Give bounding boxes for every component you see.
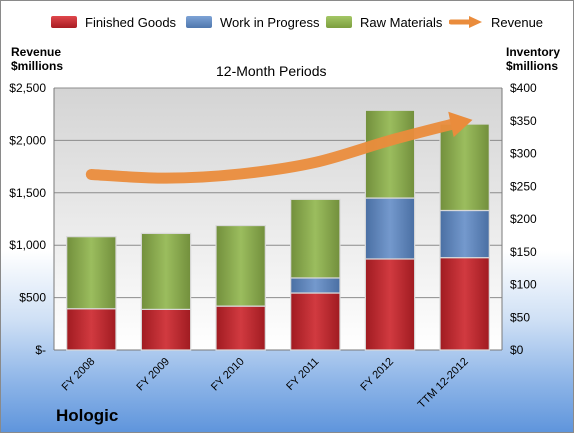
x-tick-label: TTM 12-2012 <box>416 356 471 411</box>
right-tick-label: $100 <box>510 278 537 292</box>
right-axis-title-line-2: $millions <box>506 59 559 73</box>
revenue-line <box>85 119 457 184</box>
bar-finished-goods <box>140 308 192 351</box>
legend-label-work-in-progress: Work in Progress <box>220 15 320 30</box>
bar-raw-materials <box>439 123 490 212</box>
bar-finished-goods <box>439 257 490 351</box>
right-tick-label: $350 <box>510 114 537 128</box>
left-tick-label: $- <box>35 343 46 357</box>
legend-swatch-work-in-progress <box>186 16 212 28</box>
x-tick-label: FY 2012 <box>358 356 396 394</box>
legend-item-revenue: Revenue <box>449 15 543 30</box>
x-tick-label: FY 2009 <box>134 356 172 394</box>
right-tick-label: $200 <box>510 212 537 226</box>
bar-finished-goods <box>364 258 416 351</box>
bar-work-in-progress <box>364 197 416 260</box>
bar-finished-goods <box>215 305 266 351</box>
bar-finished-goods <box>290 292 341 351</box>
legend-label-finished-goods: Finished Goods <box>85 15 177 30</box>
left-axis-title-line-2: $millions <box>11 59 64 73</box>
revenue-arrowhead <box>448 111 473 138</box>
left-tick-label: $2,000 <box>9 133 46 147</box>
left-tick-label: $500 <box>19 291 46 305</box>
bar-raw-materials <box>290 198 341 279</box>
bar-work-in-progress <box>290 277 341 294</box>
period-label: 12-Month Periods <box>216 63 327 79</box>
legend-item-raw-materials: Raw Materials <box>326 15 442 30</box>
right-tick-label: $50 <box>510 310 530 324</box>
legend-arrow-revenue <box>449 16 482 28</box>
left-axis-title-line-1: Revenue <box>11 45 62 59</box>
bar-raw-materials <box>364 109 416 199</box>
x-tick-label: FY 2011 <box>284 356 321 393</box>
right-tick-label: $300 <box>510 147 537 161</box>
left-tick-label: $2,500 <box>9 81 46 95</box>
right-axis-title-line-1: Inventory <box>506 45 561 59</box>
legend-label-revenue: Revenue <box>491 15 544 30</box>
legend-label-raw-materials: Raw Materials <box>360 15 443 30</box>
right-tick-label: $150 <box>510 245 537 259</box>
x-tick-label: FY 2008 <box>60 356 98 394</box>
left-tick-label: $1,000 <box>9 238 46 252</box>
bar-raw-materials <box>140 232 192 310</box>
right-tick-label: $250 <box>510 179 537 193</box>
right-axis-title: Inventory $millions <box>506 45 568 73</box>
left-tick-label: $1,500 <box>9 186 46 200</box>
legend-item-finished-goods: Finished Goods <box>51 15 176 30</box>
bar-work-in-progress <box>439 209 490 259</box>
company-name: Hologic <box>56 406 119 425</box>
bar-raw-materials <box>66 236 117 310</box>
right-tick-label: $0 <box>510 343 524 357</box>
legend-swatch-raw-materials <box>326 16 352 28</box>
legend-item-work-in-progress: Work in Progress <box>186 15 319 30</box>
right-tick-label: $400 <box>510 81 537 95</box>
left-axis-title: Revenue $millions <box>11 45 81 73</box>
bar-raw-materials <box>215 224 266 307</box>
bar-finished-goods <box>66 308 117 351</box>
legend-swatch-finished-goods <box>51 16 77 28</box>
x-tick-label: FY 2010 <box>209 356 247 394</box>
